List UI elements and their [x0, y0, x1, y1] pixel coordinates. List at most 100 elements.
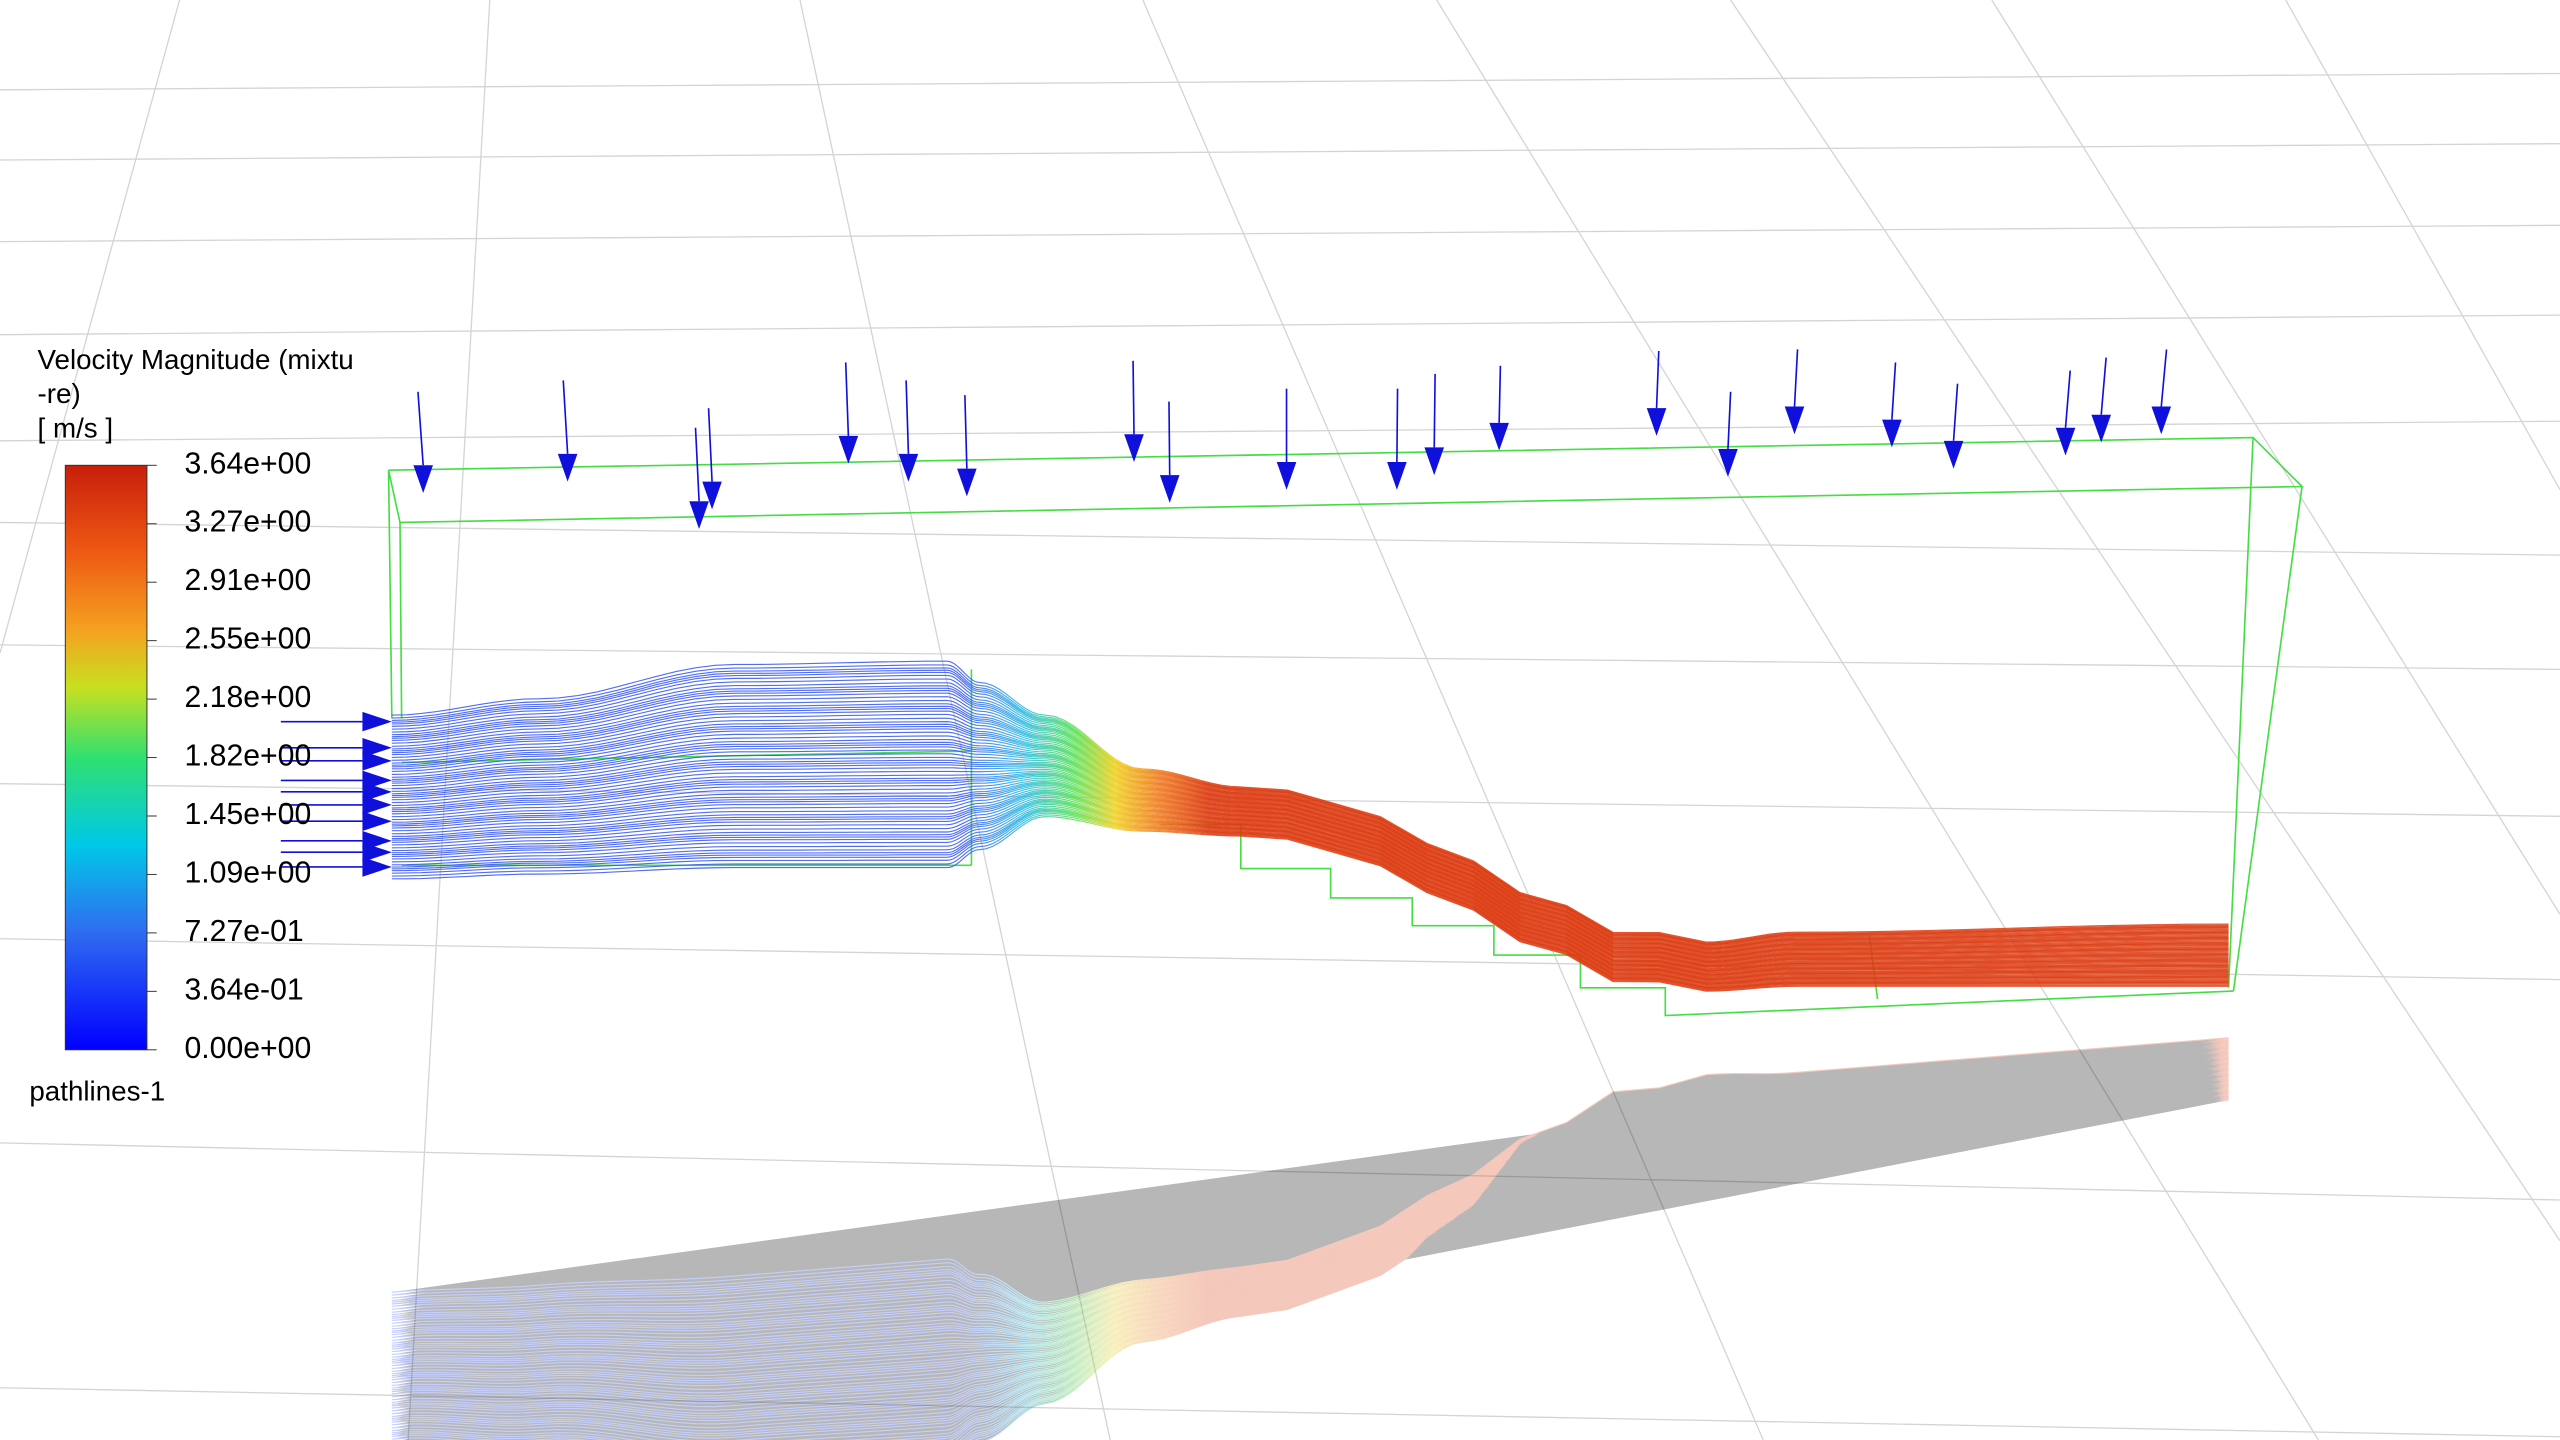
- pathline: [391, 784, 2229, 977]
- grid-line: [2285, 0, 2560, 491]
- wall-arrow: [964, 395, 968, 469]
- pathline: [391, 671, 2229, 946]
- pathline: [391, 689, 2229, 950]
- grid-line: [0, 521, 2560, 556]
- pathline-reflection: [391, 1045, 2229, 1317]
- pathline: [391, 802, 2229, 986]
- pathline: [391, 678, 2229, 947]
- legend-title: -re): [38, 378, 81, 409]
- grid-line: [0, 72, 2560, 91]
- pathline: [391, 792, 2229, 981]
- pathline-reflection: [391, 1053, 2229, 1336]
- inlet-arrow-head: [362, 751, 392, 771]
- pathline: [391, 764, 2229, 968]
- wall-arrow-head: [838, 435, 859, 464]
- wall-arrow: [694, 427, 700, 502]
- pathline: [391, 816, 2229, 992]
- pathline: [391, 807, 2229, 988]
- inlet-arrow-head: [362, 737, 392, 758]
- legend-tick-label: 7.27e-01: [184, 915, 303, 948]
- grid-line: [0, 0, 181, 654]
- pathline: [391, 756, 2229, 966]
- pathline: [391, 811, 2229, 990]
- grid-line: [0, 420, 2560, 442]
- grid-line: [0, 143, 2560, 161]
- pathline: [391, 692, 2229, 951]
- pathline: [391, 728, 2229, 959]
- reflection: [391, 1037, 2229, 1440]
- pathline: [391, 707, 2229, 954]
- wall-arrow: [1132, 360, 1135, 435]
- pathline-reflection: [391, 1042, 2229, 1312]
- pathline-reflection: [391, 1068, 2229, 1382]
- color-bar: [64, 464, 148, 1051]
- pathline: [391, 814, 2229, 991]
- legend-tick-label: 3.64e-01: [184, 973, 303, 1006]
- pathline: [391, 739, 2229, 962]
- pathline-reflection: [391, 1081, 2229, 1422]
- pathline: [391, 766, 2229, 968]
- pathline: [391, 731, 2229, 960]
- inlet-arrow-head: [362, 795, 392, 815]
- pathline-reflection: [391, 1051, 2229, 1332]
- wall-arrow-head: [1276, 462, 1297, 490]
- wall-arrow: [844, 362, 850, 436]
- inlet-arrow-head: [362, 842, 392, 863]
- grid-line: [0, 1387, 2560, 1438]
- wall-arrow: [2160, 349, 2168, 407]
- pathlines: [391, 660, 2229, 992]
- pathline: [391, 674, 2229, 947]
- wall-arrow-head: [1159, 475, 1180, 503]
- pathline: [391, 775, 2229, 973]
- pathline: [391, 721, 2229, 957]
- wall-arrow-head: [1882, 419, 1902, 448]
- grid-line: [0, 1142, 2560, 1201]
- wall-arrow-head: [1943, 440, 1964, 469]
- pathline: [391, 762, 2229, 967]
- pathline: [391, 788, 2229, 979]
- wall-arrow: [1396, 388, 1399, 463]
- pathline: [391, 786, 2229, 978]
- pathline: [391, 768, 2229, 969]
- pathline: [391, 773, 2229, 972]
- inlet-arrow-head: [362, 811, 392, 832]
- wall-arrow: [1727, 391, 1732, 450]
- pathline-reflection: [391, 1065, 2229, 1369]
- wall-arrow-head: [2091, 414, 2112, 443]
- pathline-reflection: [391, 1075, 2229, 1401]
- velocity-arrows: [280, 349, 2172, 877]
- pathline-reflection: [391, 1038, 2229, 1305]
- legend-tick-label: 2.91e+00: [184, 564, 311, 597]
- pathline-reflection: [391, 1043, 2229, 1314]
- wall-arrow-head: [957, 468, 977, 497]
- pathline: [391, 682, 2229, 948]
- wall-arrow: [1498, 365, 1502, 423]
- pathline-reflection: [391, 1046, 2229, 1318]
- legend-title: Velocity Magnitude (mixtu: [38, 344, 354, 375]
- pathline: [391, 774, 2229, 972]
- wall-arrow-head: [1489, 422, 1509, 451]
- pathline: [391, 696, 2229, 952]
- legend-tick-label: 1.09e+00: [184, 856, 311, 889]
- pathline-reflection: [391, 1075, 2229, 1404]
- inlet-arrow-head: [362, 711, 392, 732]
- pathline-reflection: [391, 1048, 2229, 1322]
- pathline: [391, 793, 2229, 981]
- wall-arrow-head: [1646, 408, 1667, 436]
- pathline: [391, 685, 2229, 949]
- pathline-reflection: [391, 1076, 2229, 1408]
- grid-line: [1991, 0, 2560, 915]
- legend-tick-label: 1.82e+00: [184, 740, 311, 773]
- pathline: [391, 710, 2229, 955]
- pathline-reflection: [391, 1049, 2229, 1324]
- wall-arrow: [905, 380, 910, 454]
- wall-arrow-head: [702, 481, 722, 510]
- pathline: [391, 664, 2229, 944]
- wall-arrow-head: [1718, 448, 1738, 477]
- wall-arrow-head: [1387, 462, 1407, 490]
- grid-line: [1436, 0, 2319, 1440]
- wall-arrow-head: [413, 465, 433, 494]
- wall-arrow: [1433, 373, 1436, 448]
- pathline-reflection: [391, 1067, 2229, 1377]
